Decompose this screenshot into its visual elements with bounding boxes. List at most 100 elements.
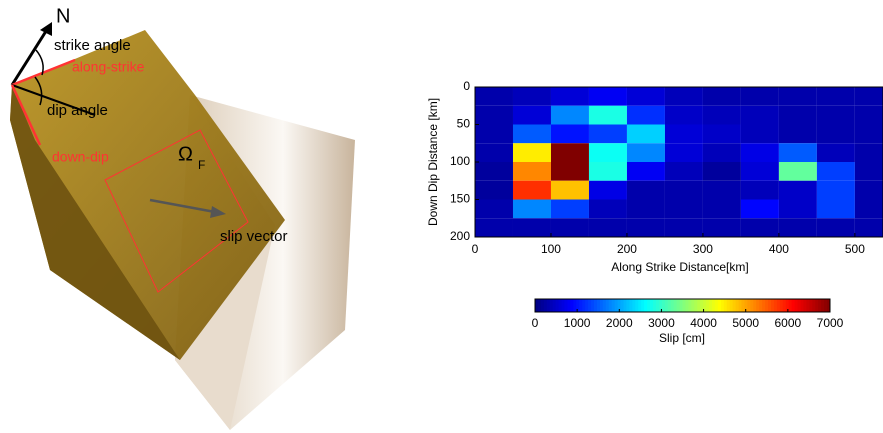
heatmap-cell bbox=[816, 105, 855, 125]
heatmap-cell bbox=[778, 105, 817, 125]
colorbar-segment bbox=[638, 299, 642, 312]
heatmap-cell bbox=[702, 124, 741, 144]
heatmap-cell bbox=[854, 162, 883, 181]
colorbar-tick-label: 5000 bbox=[732, 316, 759, 330]
colorbar-segment bbox=[552, 299, 557, 312]
colorbar-segment bbox=[679, 299, 683, 312]
colorbar-segment bbox=[626, 299, 630, 312]
colorbar-segment bbox=[750, 299, 754, 312]
y-tick-label: 200 bbox=[450, 229, 470, 243]
colorbar-segment bbox=[700, 299, 704, 312]
heatmap-cell bbox=[740, 87, 779, 106]
colorbar-segment bbox=[647, 299, 651, 312]
colorbar-segment bbox=[815, 299, 819, 312]
heatmap-cell bbox=[475, 87, 513, 106]
colorbar-segment bbox=[812, 299, 816, 312]
label: N bbox=[56, 5, 70, 27]
heatmap-cell bbox=[550, 180, 589, 200]
colorbar-segment bbox=[540, 299, 545, 312]
colorbar-segment bbox=[773, 299, 778, 312]
label: strike angle bbox=[54, 37, 131, 54]
heatmap-cell bbox=[626, 218, 665, 237]
heatmap-cell bbox=[588, 143, 627, 162]
heatmap-cell bbox=[778, 143, 817, 162]
heatmap-cell bbox=[588, 105, 627, 125]
heatmap-cell bbox=[550, 87, 589, 106]
heatmap-cell bbox=[740, 105, 779, 125]
colorbar-segment bbox=[703, 299, 707, 312]
colorbar-segment bbox=[629, 299, 633, 312]
colorbar-segment bbox=[596, 299, 601, 312]
colorbar-segment bbox=[635, 299, 639, 312]
colorbar-segment bbox=[561, 299, 565, 312]
colorbar-segment bbox=[537, 299, 542, 312]
x-tick-label: 300 bbox=[693, 242, 713, 256]
colorbar-segment bbox=[602, 299, 607, 312]
colorbar-segment bbox=[809, 299, 813, 312]
heatmap-cell bbox=[702, 143, 741, 162]
y-axis-label: Down Dip Distance [km] bbox=[426, 98, 440, 226]
dip-line bbox=[11, 84, 96, 116]
arrow-head bbox=[210, 206, 226, 218]
colorbar-segment bbox=[788, 299, 793, 312]
heatmap-cell bbox=[550, 199, 589, 219]
heatmap-cell bbox=[778, 87, 817, 106]
heatmap-cell bbox=[475, 218, 513, 237]
label: down-dip bbox=[52, 149, 109, 165]
colorbar-segment bbox=[824, 299, 828, 312]
heatmap-cell bbox=[702, 218, 741, 237]
heatmap-cell bbox=[854, 105, 883, 125]
colorbar-segment bbox=[827, 299, 831, 312]
colorbar-segment bbox=[573, 299, 577, 312]
heatmap-cell bbox=[588, 87, 627, 106]
colorbar-segment bbox=[591, 299, 595, 312]
colorbar-tick-label: 7000 bbox=[817, 316, 844, 330]
colorbar-tick-label: 1000 bbox=[564, 316, 591, 330]
colorbar-tick-label: 2000 bbox=[606, 316, 633, 330]
heatmap-cell bbox=[816, 199, 855, 219]
colorbar-segment bbox=[800, 299, 804, 312]
colorbar-segment bbox=[741, 299, 745, 312]
heatmap-cell bbox=[512, 180, 551, 200]
heatmap-cell bbox=[550, 124, 589, 144]
colorbar-segment bbox=[641, 299, 645, 312]
x-tick-label: 200 bbox=[617, 242, 637, 256]
colorbar-segment bbox=[806, 299, 810, 312]
heatmap-cell bbox=[740, 162, 779, 181]
hanging-wall-side bbox=[10, 85, 180, 360]
heatmap-cell bbox=[550, 162, 589, 181]
colorbar-segment bbox=[644, 299, 648, 312]
north-arrow bbox=[10, 27, 50, 86]
colorbar-segment bbox=[664, 299, 669, 312]
heatmap-cell bbox=[702, 105, 741, 125]
colorbar-segment bbox=[782, 299, 787, 312]
colorbar-segment bbox=[712, 299, 716, 312]
heatmap-cell bbox=[740, 180, 779, 200]
colorbar-segment bbox=[667, 299, 672, 312]
heatmap-cell bbox=[854, 180, 883, 200]
heatmap-cell bbox=[854, 218, 883, 237]
heatmap-cell bbox=[475, 199, 513, 219]
heatmap-cell bbox=[702, 180, 741, 200]
heatmap-cell bbox=[512, 199, 551, 219]
colorbar-segment bbox=[735, 299, 740, 312]
heatmap-cell bbox=[626, 124, 665, 144]
heatmap-cell bbox=[816, 87, 855, 106]
colorbar-segment bbox=[753, 299, 757, 312]
colorbar-segment bbox=[558, 299, 563, 312]
colorbar-segment bbox=[682, 299, 686, 312]
colorbar-segment bbox=[717, 299, 722, 312]
x-tick-label: 500 bbox=[845, 242, 865, 256]
heatmap-cell bbox=[778, 180, 817, 200]
heatmap-cell bbox=[512, 105, 551, 125]
heatmap-cell bbox=[702, 87, 741, 106]
x-axis-label: Along Strike Distance[km] bbox=[611, 260, 748, 274]
colorbar-segment bbox=[564, 299, 568, 312]
colorbar-segment bbox=[720, 299, 725, 312]
arrow-head bbox=[40, 22, 52, 36]
colorbar-segment bbox=[771, 299, 775, 312]
heatmap-cell bbox=[512, 218, 551, 237]
colorbar-segment bbox=[691, 299, 695, 312]
colorbar-segment bbox=[555, 299, 560, 312]
heatmap-cell bbox=[512, 124, 551, 144]
